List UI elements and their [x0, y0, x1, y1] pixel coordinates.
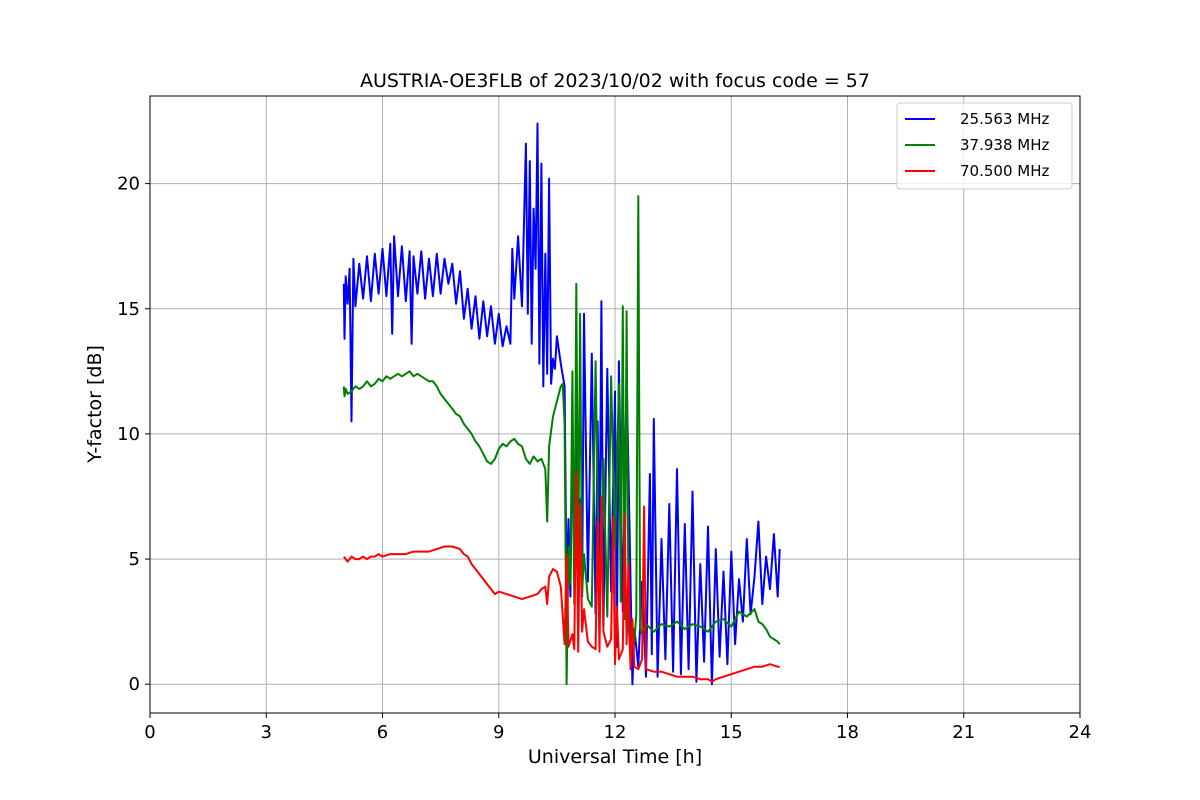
- y-tick-label: 15: [117, 299, 140, 320]
- legend-label: 37.938 MHz: [960, 136, 1049, 154]
- x-tick-label: 12: [604, 722, 627, 743]
- series-line-1: [342, 122, 781, 686]
- y-tick-label: 0: [129, 674, 140, 695]
- chart-title: AUSTRIA-OE3FLB of 2023/10/02 with focus …: [360, 70, 870, 92]
- x-axis-label: Universal Time [h]: [528, 746, 702, 768]
- x-tick-label: 9: [493, 722, 504, 743]
- legend-label: 70.500 MHz: [960, 162, 1049, 180]
- ticks: 0 3 6 9 12 15 18 21 24 0 5 10 15 20: [117, 174, 1091, 743]
- series-line-3: [343, 470, 780, 683]
- series-layer: [342, 122, 781, 686]
- series-line-2: [342, 195, 781, 686]
- x-tick-label: 15: [720, 722, 743, 743]
- y-tick-label: 5: [129, 549, 140, 570]
- legend-label: 25.563 MHz: [960, 110, 1049, 128]
- x-tick-label: 24: [1069, 722, 1092, 743]
- x-tick-label: 21: [952, 722, 975, 743]
- y-tick-label: 10: [117, 424, 140, 445]
- x-tick-label: 18: [836, 722, 859, 743]
- legend: 25.563 MHz 37.938 MHz 70.500 MHz: [896, 102, 1073, 190]
- y-tick-label: 20: [117, 174, 140, 195]
- x-tick-label: 3: [261, 722, 272, 743]
- legend-box: [896, 102, 1073, 190]
- x-tick-label: 6: [377, 722, 388, 743]
- y-axis-label: Y-factor [dB]: [84, 345, 106, 464]
- x-tick-label: 0: [144, 722, 155, 743]
